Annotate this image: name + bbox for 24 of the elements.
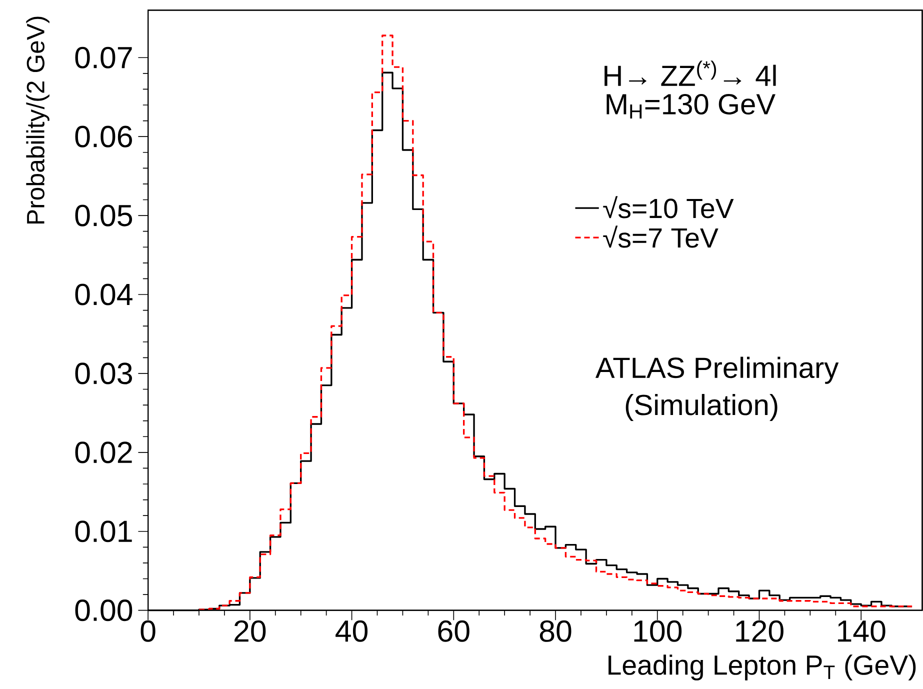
legend-label: √s=7 TeV [603,226,718,248]
x-tick-label: 100 [634,620,682,642]
annotation: M$_{H}$=130 GeV [606,94,776,119]
annotation: ATLAS Preliminary [595,356,839,384]
y-tick-label: 0.04 [75,284,132,306]
annotation: (Simulation) [626,394,778,421]
y-tick-label: 0.07 [75,46,132,68]
y-axis-title: Probability/(2 GeV) [26,16,50,224]
x-axis-title: Leading Lepton P$_{T}$ (GeV) [608,654,916,680]
y-tick-label: 0.05 [75,204,132,226]
x-tick-label: 120 [736,620,784,642]
annotation: H→ ZZ$^{(*)}$→ 4l [604,60,776,86]
y-tick-label: 0.02 [75,442,132,464]
x-tick-label: 0 [140,620,156,642]
x-tick-label: 20 [234,620,266,642]
x-tick-label: 60 [438,620,470,642]
y-tick-label: 0.00 [75,600,132,622]
y-tick-label: 0.03 [75,362,132,384]
y-tick-label: 0.01 [75,520,132,542]
x-tick-label: 40 [336,620,368,642]
legend-label: √s=10 TeV [603,196,734,218]
x-tick-label: 80 [540,620,572,642]
x-tick-label: 140 [838,620,886,642]
y-tick-label: 0.06 [75,126,132,148]
